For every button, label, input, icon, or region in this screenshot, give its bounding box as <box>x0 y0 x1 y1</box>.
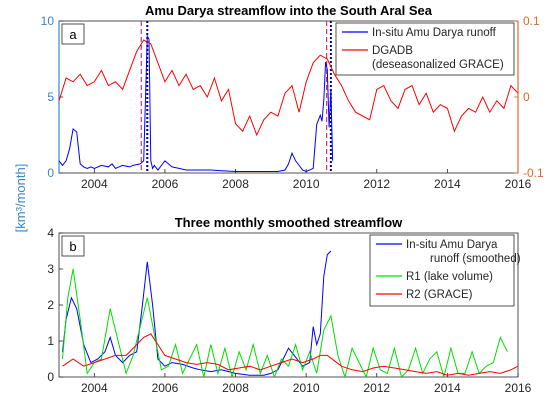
x-tick-label: 2016 <box>505 381 532 395</box>
series-line-red <box>59 39 518 137</box>
panel-a: Amu Darya streamflow into the South Aral… <box>41 3 544 191</box>
legend-entry: R2 (GRACE) <box>406 289 473 301</box>
x-tick-label: 2014 <box>434 177 461 191</box>
series-line-blue <box>62 250 332 376</box>
y-tick-label: 4 <box>47 226 54 240</box>
panel-label-box <box>61 235 85 257</box>
legend: In-situ Amu Darya runoff (smoothed) R1 (la… <box>369 234 521 307</box>
plot-lines <box>62 250 518 377</box>
y2-tick-label: 0.1 <box>523 14 540 28</box>
legend-entry: DGADB <box>372 45 413 57</box>
legend-entry: In-situ Amu Darya <box>406 239 498 251</box>
legend-entry: (deseasonalized GRACE) <box>372 59 504 71</box>
legend-entry: R1 (lake volume) <box>406 271 493 283</box>
y-tick-label: 0 <box>47 370 54 384</box>
series-line-red <box>62 333 518 376</box>
legend-entry: In-situ Amu Darya runoff <box>372 27 497 39</box>
panel-label: b <box>69 239 76 254</box>
y-tick-label: 10 <box>41 14 55 28</box>
x-tick-label: 2016 <box>505 177 532 191</box>
x-tick-label: 2014 <box>434 381 461 395</box>
x-tick-label: 2010 <box>293 381 320 395</box>
x-tick-label: 2012 <box>363 381 390 395</box>
x-tick-label: 2004 <box>81 177 108 191</box>
chart-title: Three monthly smoothed streamflow <box>175 215 403 230</box>
x-tick-label: 2012 <box>363 177 390 191</box>
y-tick-label: 1 <box>47 334 54 348</box>
y2-tick-label: 0 <box>523 90 530 104</box>
y-tick-label: 0 <box>47 166 54 180</box>
x-tick-label: 2004 <box>81 381 108 395</box>
x-tick-label: 2008 <box>222 177 249 191</box>
x-tick-label: 2010 <box>293 177 320 191</box>
legend: In-situ Amu Darya runoff DGADB (deseasonal… <box>335 22 515 76</box>
series-line-blue <box>59 34 334 173</box>
shared-y-axis-label: [km³/month] <box>13 164 28 233</box>
panel-label-box <box>61 23 85 45</box>
y-tick-label: 2 <box>47 298 54 312</box>
chart-title: Amu Darya streamflow into the South Aral… <box>145 3 433 18</box>
legend-entry: runoff (smoothed) <box>430 253 521 265</box>
x-tick-label: 2008 <box>222 381 249 395</box>
y2-tick-label: -0.1 <box>523 166 544 180</box>
x-tick-label: 2006 <box>152 177 179 191</box>
series-line-green <box>62 268 508 377</box>
y-tick-label: 3 <box>47 262 54 276</box>
y-tick-label: 5 <box>47 90 54 104</box>
panel-b: Three monthly smoothed streamflow 2004 200… <box>47 215 531 395</box>
plot-lines <box>59 21 518 173</box>
x-tick-label: 2006 <box>152 381 179 395</box>
panel-label: a <box>69 27 77 42</box>
